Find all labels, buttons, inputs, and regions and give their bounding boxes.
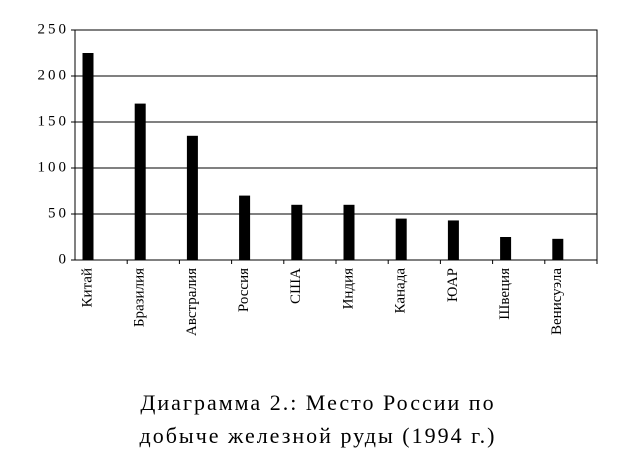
bar [186,135,198,260]
y-tick-label: 150 [38,113,70,129]
bar [239,195,251,260]
y-tick-label: 200 [38,67,70,83]
bar [552,238,564,260]
bar [395,218,407,260]
bar [343,204,355,260]
x-tick-label: Канада [393,268,409,314]
plot-frame [74,29,598,261]
chart-title: Диаграмма 2.: Место России по [140,390,495,415]
x-tick-label: Бразилия [132,268,148,327]
x-tick-label: ЮАР [445,268,461,302]
chart-title: добыче железной руды (1994 г.) [140,423,497,448]
x-tick-label: Венисуэла [549,268,565,335]
x-tick-label: Россия [236,268,252,312]
x-tick-label: Китай [79,268,95,307]
bar [82,53,94,260]
x-tick-label: Швеция [497,268,513,320]
x-tick-label: Индия [340,268,356,310]
bar [447,220,459,260]
x-tick-label: Австралия [184,268,200,336]
x-tick-label: США [288,268,304,304]
y-tick-label: 50 [48,205,69,221]
bar [134,103,146,260]
bar [500,237,512,260]
y-tick-label: 100 [38,159,70,175]
y-tick-label: 250 [38,21,70,37]
y-tick-label: 0 [59,251,70,267]
bar [291,204,303,260]
